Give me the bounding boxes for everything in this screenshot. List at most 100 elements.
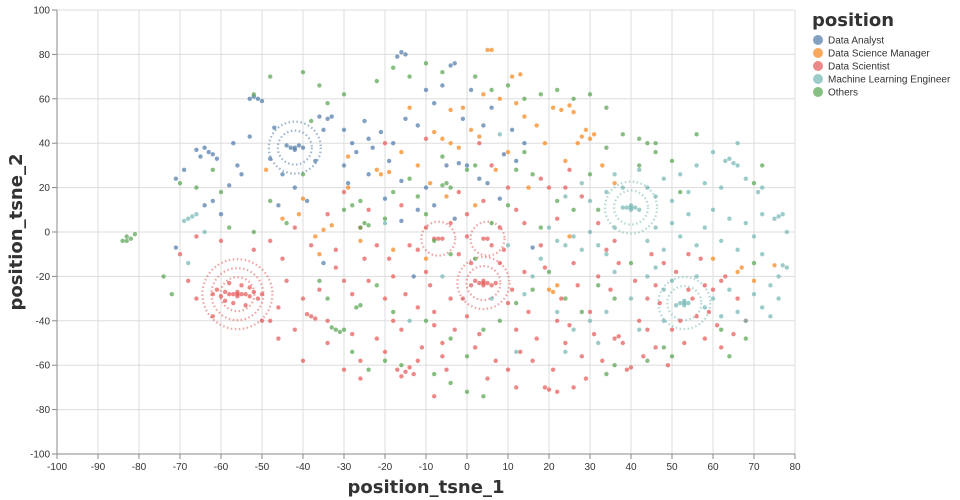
scatter-point [505,83,511,88]
scatter-point [341,207,347,212]
density-ring [603,180,659,235]
scatter-point [719,345,724,350]
scatter-point [202,229,207,235]
scatter-point [661,260,666,266]
scatter-point [399,327,404,332]
scatter-point [776,274,781,279]
scatter-point [702,283,707,288]
scatter-point [440,274,445,279]
scatter-point [706,309,712,315]
scatter-point [452,327,457,332]
scatter-point [546,225,552,230]
scatter-point [497,132,502,137]
scatter-point [719,238,724,244]
scatter-point [345,185,351,190]
scatter-point [518,349,523,355]
scatter-point [391,189,396,195]
density-ring [219,276,256,313]
scatter-point [489,105,494,110]
scatter-point [542,141,548,146]
scatter-point [481,92,486,97]
x-tick-label: 70 [748,462,760,473]
scatter-point [678,318,683,323]
scatter-point [427,180,433,186]
scatter-point [714,323,720,328]
scatter-point [514,300,519,306]
scatter-point [645,327,650,332]
scatter-point [448,252,453,257]
y-tick-label: 100 [33,6,50,17]
scatter-point [235,294,240,299]
scatter-point [243,303,248,308]
scatter-point [391,318,396,323]
scatter-point [555,198,560,204]
scatter-point [604,309,609,315]
scatter-point [276,305,281,310]
scatter-point [653,141,658,146]
scatter-point [522,149,527,155]
scatter-point [329,325,334,330]
scatter-point [333,265,338,270]
scatter-point [694,132,699,137]
scatter-point [489,220,494,226]
scatter-point [247,285,252,290]
x-tick-label: 20 [543,462,555,473]
x-axis-title: position_tsne_1 [348,477,505,498]
scatter-point [637,318,642,323]
scatter-point [309,314,314,319]
scatter-point [202,145,207,150]
scatter-point [563,194,568,199]
scatter-point [596,340,601,346]
scatter-point [653,265,658,270]
scatter-point [755,189,761,195]
scatter-point [587,92,593,97]
scatter-point [210,167,215,173]
scatter-point [563,296,568,301]
scatter-point [567,234,572,239]
scatter-point [358,225,363,230]
scatter-point [514,158,519,164]
scatter-point [493,167,498,173]
scatter-point [563,243,568,248]
x-tick-label: 50 [666,462,678,473]
scatter-point [776,296,781,301]
scatter-point [645,141,650,146]
scatter-point [530,358,535,363]
scatter-point [628,260,634,266]
scatter-point [678,172,683,177]
scatter-point [444,194,449,199]
scatter-point [612,225,617,230]
scatter-point [550,105,556,110]
scatter-point [710,207,716,212]
scatter-point [620,205,625,210]
scatter-point [440,236,445,241]
scatter-point [366,223,371,228]
scatter-point [653,149,658,155]
scatter-point [440,154,445,159]
scatter-point [259,98,265,104]
legend: position Data Analyst Data Science Manage… [812,10,951,99]
scatter-point [489,87,494,93]
scatter-point [399,363,404,368]
scatter-point [300,172,306,177]
scatter-point [604,371,609,377]
scatter-point [473,74,478,79]
scatter-point [227,291,232,297]
scatter-point [177,180,183,186]
scatter-point [177,252,183,257]
scatter-point [497,196,502,201]
scatter-point [473,163,478,168]
y-tick-label: -60 [36,361,51,372]
scatter-point [604,145,609,150]
scatter-point [300,196,306,201]
y-tick-label: -40 [36,316,51,327]
scatter-point [374,336,379,341]
scatter-point [222,298,228,304]
scatter-point [735,296,740,301]
scatter-point [477,176,482,181]
scatter-point [423,212,429,217]
scatter-point [227,225,232,230]
scatter-point [247,134,252,139]
legend-swatch [813,74,823,84]
